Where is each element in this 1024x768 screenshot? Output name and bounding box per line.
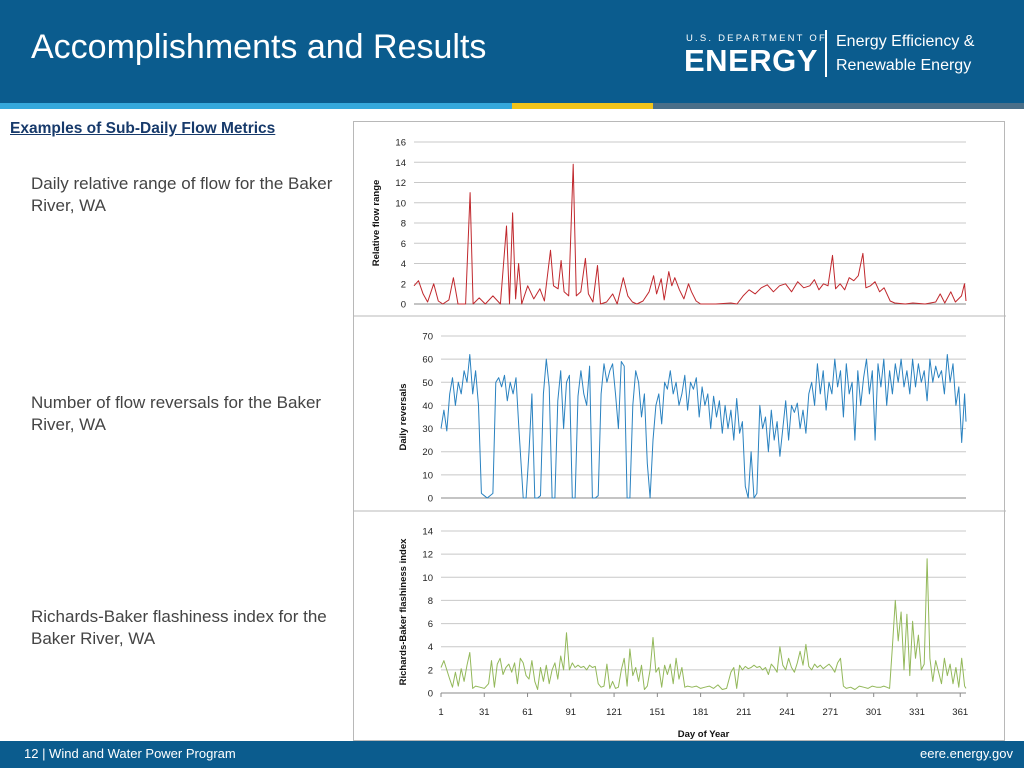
y-tick-label: 8 (428, 596, 433, 607)
y-tick-label: 20 (422, 447, 433, 458)
x-tick-label: 301 (866, 707, 882, 718)
y-tick-label: 4 (401, 259, 406, 270)
y-tick-label: 8 (401, 219, 406, 230)
y-tick-label: 70 (422, 332, 433, 343)
y-tick-label: 12 (422, 550, 433, 561)
y-tick-label: 10 (422, 573, 433, 584)
section-title: Examples of Sub-Daily Flow Metrics (10, 120, 276, 137)
y-tick-label: 14 (395, 158, 406, 169)
y-tick-label: 40 (422, 401, 433, 412)
eere-line-1: Energy Efficiency & (836, 33, 975, 50)
y-tick-label: 0 (401, 300, 406, 311)
x-axis-label: Day of Year (678, 729, 730, 740)
y-tick-label: 0 (428, 689, 433, 700)
y-tick-label: 6 (428, 619, 433, 630)
stripe-gray (653, 103, 1024, 109)
y-axis-label: Daily reversals (398, 383, 409, 450)
y-tick-label: 60 (422, 355, 433, 366)
x-tick-label: 271 (822, 707, 838, 718)
y-tick-label: 16 (395, 138, 406, 149)
charts-panel: 0 2 4 6 8 10 12 14 16 Relative flow range 0 10 20 30 4… (353, 121, 1006, 741)
y-tick-label: 2 (401, 279, 406, 290)
x-tick-label: 181 (693, 707, 709, 718)
y-axis-label: Relative flow range (371, 180, 382, 267)
description-flow-reversals: Number of flow reversals for the Baker R… (31, 393, 322, 434)
header-bar: Accomplishments and Results U.S. DEPARTM… (0, 0, 1024, 103)
y-tick-label: 4 (428, 642, 433, 653)
x-tick-label: 151 (649, 707, 665, 718)
y-tick-label: 0 (428, 494, 433, 505)
x-tick-label: 91 (566, 707, 577, 718)
y-tick-label: 10 (395, 198, 406, 209)
x-tick-label: 331 (909, 707, 925, 718)
footer-bar: 12 | Wind and Water Power Program eere.e… (0, 741, 1024, 768)
description-flashiness-index: Richards-Baker flashiness index for the … (31, 607, 327, 648)
x-tick-label: 121 (606, 707, 622, 718)
y-tick-label: 10 (422, 470, 433, 481)
x-tick-label: 211 (736, 707, 751, 718)
footer-url: eere.energy.gov (920, 746, 1013, 761)
logo-divider (825, 30, 827, 77)
doe-logo-subtitle: U.S. DEPARTMENT OF (686, 33, 827, 44)
series-line (413, 163, 967, 305)
x-tick-label: 361 (952, 707, 968, 718)
y-axis-label: Richards-Baker flashiness index (398, 538, 409, 685)
y-tick-label: 12 (395, 178, 406, 189)
eere-line-2: Renewable Energy (836, 57, 972, 74)
footer-program: 12 | Wind and Water Power Program (24, 746, 236, 761)
page-title: Accomplishments and Results (31, 28, 487, 66)
stripe-yellow (512, 103, 653, 109)
y-tick-label: 30 (422, 424, 433, 435)
x-tick-label: 61 (522, 707, 533, 718)
x-tick-label: 31 (479, 707, 490, 718)
y-tick-label: 14 (422, 527, 433, 538)
stripe-blue (0, 103, 512, 109)
series-line (440, 354, 967, 499)
x-tick-label: 241 (779, 707, 795, 718)
x-tick-label: 1 (438, 707, 443, 718)
series-line (440, 558, 967, 690)
y-tick-label: 2 (428, 665, 433, 676)
y-tick-label: 6 (401, 239, 406, 250)
y-tick-label: 50 (422, 378, 433, 389)
description-relative-range: Daily relative range of flow for the Bak… (31, 174, 333, 215)
doe-logo-wordmark: ENERGY (684, 43, 818, 78)
